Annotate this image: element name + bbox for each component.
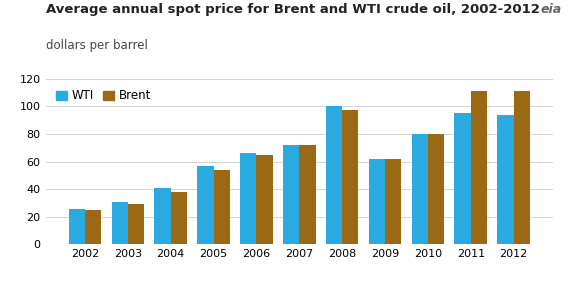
Bar [514, 91, 530, 244]
Bar [342, 110, 359, 244]
Bar [170, 192, 187, 244]
Bar [454, 113, 471, 244]
Bar [412, 134, 428, 244]
Bar [385, 159, 401, 244]
Bar [214, 170, 230, 244]
Bar [128, 204, 144, 244]
Bar [240, 153, 256, 244]
Text: Average annual spot price for Brent and WTI crude oil, 2002-2012: Average annual spot price for Brent and … [46, 3, 539, 16]
Bar [428, 134, 444, 244]
Bar [154, 188, 170, 244]
Bar [369, 159, 385, 244]
Bar [112, 202, 128, 244]
Bar [497, 115, 514, 244]
Bar [85, 210, 101, 244]
Text: dollars per barrel: dollars per barrel [46, 39, 148, 52]
Bar [283, 145, 299, 244]
Bar [197, 166, 214, 244]
Bar [256, 155, 272, 244]
Bar [299, 145, 316, 244]
Bar [68, 209, 85, 244]
Text: eia: eia [540, 3, 561, 16]
Legend: WTI, Brent: WTI, Brent [51, 85, 156, 107]
Bar [326, 106, 342, 244]
Bar [471, 91, 487, 244]
